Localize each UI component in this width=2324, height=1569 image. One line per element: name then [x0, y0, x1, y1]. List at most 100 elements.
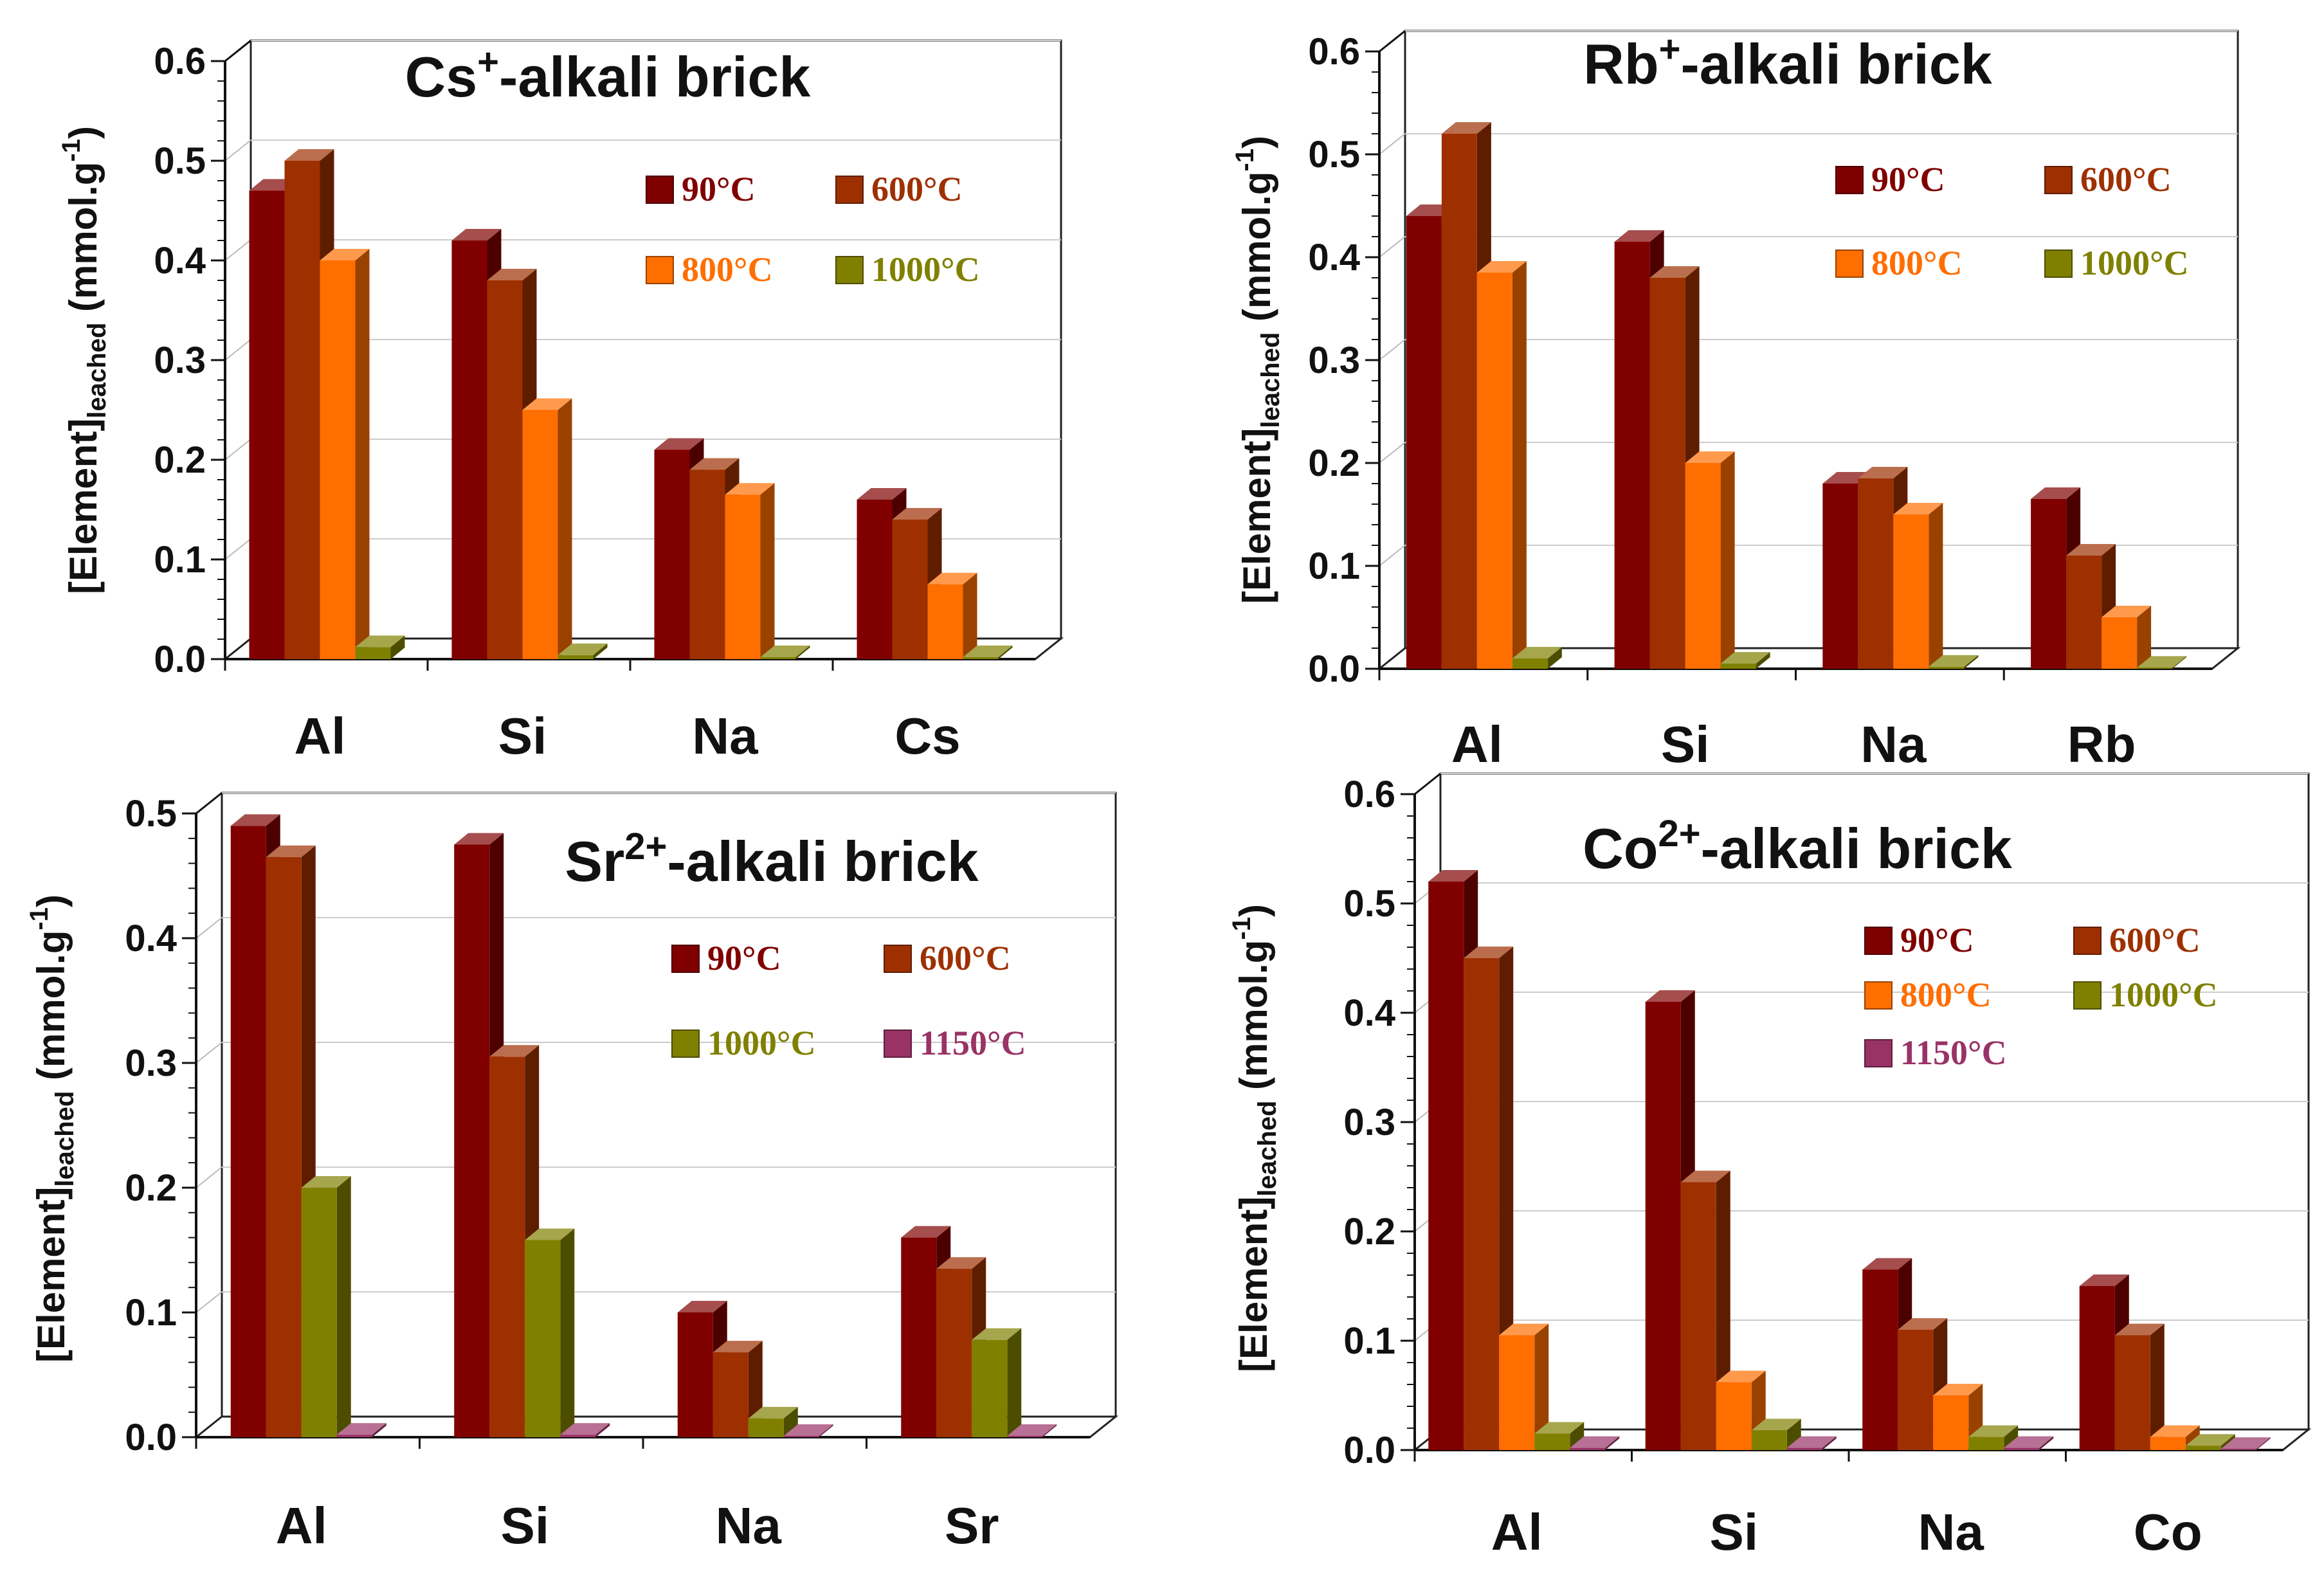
bar-front — [336, 1435, 372, 1437]
bar-front — [1441, 134, 1477, 669]
bar-top — [783, 1424, 833, 1437]
gridline-side — [195, 1291, 222, 1313]
y-tick-label: 0.0 — [1343, 1429, 1395, 1471]
legend-swatch — [2044, 166, 2073, 194]
bar-side — [1720, 451, 1735, 669]
bar-top — [713, 1341, 763, 1353]
bar-top — [1716, 1370, 1766, 1383]
legend-item: 1000°C — [2073, 975, 2218, 1014]
bar-si-1150C — [1786, 1436, 1837, 1450]
y-axis-top — [195, 792, 222, 815]
y-tick-label: 0.0 — [1308, 648, 1360, 690]
bar-side — [2137, 606, 2152, 669]
bar-side — [1042, 1424, 1057, 1437]
bar-front — [1716, 1382, 1752, 1450]
y-tick-label: 0.4 — [1343, 992, 1395, 1034]
legend-swatch — [671, 1029, 700, 1058]
bar-side — [1512, 261, 1527, 669]
bar-top — [2066, 544, 2116, 556]
gridline-side — [224, 140, 251, 161]
y-tick-label: 0.3 — [1308, 340, 1360, 381]
y-tick-label: 0.2 — [154, 439, 206, 481]
bar-si-1000C — [558, 643, 608, 659]
bar-side — [595, 1423, 610, 1437]
legend-item: 600°C — [835, 170, 963, 208]
bar-al-1150C — [336, 1423, 386, 1437]
bar-front — [1406, 216, 1442, 669]
bar-front — [892, 520, 928, 659]
legend-item: 1150°C — [1864, 1033, 2007, 1072]
bar-side — [336, 1176, 351, 1437]
legend-swatch — [1835, 166, 1864, 194]
bar-side — [963, 572, 977, 659]
y-tick-label: 0.4 — [125, 918, 177, 959]
legend-swatch — [835, 176, 864, 204]
x-tick-label: Na — [692, 707, 758, 765]
bar-na-800C — [1893, 503, 1943, 669]
legend: 90°C 600°C 1000°C 1150°C — [671, 939, 1026, 1062]
bar-top — [1476, 261, 1527, 273]
legend-label: 1000°C — [2080, 244, 2189, 282]
bar-top — [355, 635, 405, 648]
bar-side — [819, 1424, 833, 1437]
bar-front — [2079, 1286, 2115, 1450]
bar-front — [760, 657, 796, 659]
y-tick-label: 0.0 — [154, 639, 206, 680]
legend-item: 1000°C — [2044, 244, 2189, 282]
bar-side — [593, 643, 608, 659]
legend-label: 800°C — [682, 250, 773, 289]
x-tick-label: Cs — [894, 707, 960, 765]
legend-swatch — [1835, 249, 1864, 278]
bar-al-1000C — [355, 635, 405, 659]
gridline-side — [1379, 442, 1406, 464]
gridline-side — [224, 239, 251, 261]
x-tick-label: Sr — [945, 1497, 999, 1554]
bar-na-1150C — [783, 1424, 833, 1437]
bar-front — [1534, 1433, 1570, 1450]
bar-front — [2220, 1449, 2256, 1450]
legend-swatch — [671, 945, 700, 973]
bar-top — [2004, 1436, 2054, 1448]
bar-front — [1680, 1182, 1716, 1450]
y-tick-label: 0.5 — [154, 140, 206, 182]
bar-front — [2031, 499, 2067, 669]
legend-label: 600°C — [2109, 921, 2201, 959]
chart-panel-3: 0.0 0.1 0.2 0.3 0.4 0.5 Al Si Na Sr Sr2+-alkali br… — [25, 792, 1119, 1554]
legend-item: 90°C — [646, 170, 756, 208]
chart-panel-2: 0.0 0.1 0.2 0.3 0.4 0.5 0.6 Al Si Na Rb Rb+-alkali … — [1231, 28, 2241, 773]
legend-item: 90°C — [1864, 921, 1974, 959]
legend-label: 1000°C — [707, 1024, 816, 1062]
bar-side — [2004, 1425, 2019, 1450]
bar-side — [1007, 1328, 1022, 1437]
bar-front — [927, 584, 963, 659]
bar-front — [2102, 617, 2138, 669]
x-tick-label: Na — [1860, 716, 1927, 773]
bar-front — [748, 1418, 784, 1437]
bar-front — [963, 657, 999, 659]
bar-top — [1893, 503, 1943, 514]
bar-top — [760, 645, 810, 657]
y-axis-top — [224, 39, 251, 62]
bar-front — [522, 410, 558, 659]
bar-front — [1893, 514, 1929, 669]
bar-front — [1512, 658, 1548, 669]
bar-front — [1786, 1447, 1822, 1450]
bar-top — [320, 249, 370, 260]
bar-front — [2066, 556, 2102, 669]
legend-swatch — [2073, 981, 2102, 1010]
x-tick-label: Al — [295, 707, 346, 765]
bar-front — [783, 1436, 819, 1437]
bar-top — [451, 229, 502, 240]
bar-top — [901, 1226, 951, 1238]
bar-top — [1898, 1318, 1948, 1330]
x-tick-label: Al — [1451, 716, 1503, 773]
bar-side — [1929, 503, 1943, 669]
bar-front — [301, 1188, 337, 1437]
chart-panel-4: 0.0 0.1 0.2 0.3 0.4 0.5 0.6 Al Si Na Co Co2+-alkali… — [1228, 772, 2312, 1561]
chart-title: Sr2+-alkali brick — [565, 826, 979, 893]
bar-top — [489, 1045, 540, 1057]
bar-side — [355, 249, 370, 659]
bar-top — [1720, 652, 1770, 664]
y-tick-label: 0.3 — [125, 1042, 177, 1084]
legend-label: 1000°C — [871, 250, 980, 289]
